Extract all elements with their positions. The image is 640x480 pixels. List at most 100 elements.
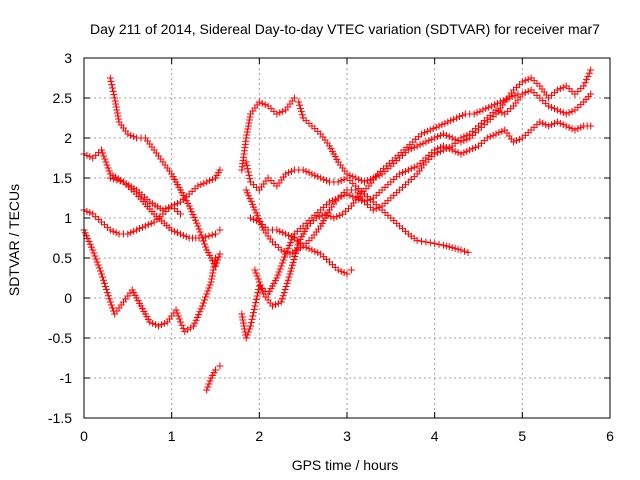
data-point-interp <box>336 211 344 219</box>
data-point-interp <box>292 247 300 255</box>
data-point <box>483 134 491 142</box>
y-tick-label: 1 <box>64 210 72 226</box>
data-point-interp <box>550 105 558 113</box>
data-point-interp <box>498 127 506 135</box>
data-point <box>98 146 106 154</box>
data-point-interp <box>287 167 295 175</box>
data-point-interp <box>278 295 286 303</box>
data-point-interp <box>258 99 266 107</box>
data-point-interp <box>473 109 481 117</box>
data-point-interp <box>114 112 122 120</box>
data-point <box>106 74 114 82</box>
data-point-interp <box>104 164 112 172</box>
data-point <box>457 134 465 142</box>
data-point-interp <box>192 316 200 324</box>
data-point-interp <box>333 213 341 221</box>
data-point-interp <box>253 212 261 220</box>
data-point <box>505 94 513 102</box>
data-point <box>194 182 202 190</box>
data-point <box>216 362 224 370</box>
data-point-interp <box>278 259 286 267</box>
data-point-interp <box>290 255 298 263</box>
data-point-interp <box>302 243 310 251</box>
data-point-interp <box>355 175 363 183</box>
data-point-interp <box>346 191 354 199</box>
data-point-interp <box>108 84 116 92</box>
x-tick-label: 2 <box>255 428 263 444</box>
data-point-interp <box>493 99 501 107</box>
data-point-interp <box>149 319 157 327</box>
data-point-interp <box>157 321 165 329</box>
data-point-interp <box>287 267 295 275</box>
data-point-interp <box>96 267 104 275</box>
series-track-11 <box>247 214 355 278</box>
data-point-interp <box>276 227 284 235</box>
data-point-interp <box>324 211 332 219</box>
data-point <box>453 114 461 122</box>
data-point <box>334 178 342 186</box>
chart-title: Day 211 of 2014, Sidereal Day-to-day VTE… <box>90 21 600 37</box>
data-point-interp <box>285 169 293 177</box>
data-point-interp <box>201 296 209 304</box>
data-point-interp <box>244 122 252 130</box>
data-point-interp <box>256 281 264 289</box>
data-point-interp <box>302 167 310 175</box>
data-point <box>418 130 426 138</box>
data-point-interp <box>460 149 468 157</box>
data-point-interp <box>248 200 256 208</box>
data-point-interp <box>110 175 118 183</box>
data-point <box>172 306 180 314</box>
data-point-interp <box>456 113 464 121</box>
data-point-interp <box>285 241 293 249</box>
data-point-interp <box>195 311 203 319</box>
data-point-interp <box>574 125 582 133</box>
x-tick-label: 5 <box>518 428 526 444</box>
data-point-interp <box>442 242 450 250</box>
data-point-interp <box>284 276 292 284</box>
data-point-interp <box>195 225 203 233</box>
data-point-interp <box>512 137 520 145</box>
data-point-interp <box>239 319 247 327</box>
data-point <box>185 202 193 210</box>
data-point-interp <box>254 275 262 283</box>
series-track-7 <box>238 66 595 186</box>
data-point <box>247 322 255 330</box>
data-point <box>347 266 355 274</box>
data-point-interp <box>244 328 252 336</box>
data-point-interp <box>340 269 348 277</box>
data-point-interp <box>311 247 319 255</box>
x-tick-label: 3 <box>343 428 351 444</box>
data-point-interp <box>86 240 94 248</box>
data-point-interp <box>199 237 207 245</box>
y-tick-label: 0.5 <box>53 250 73 266</box>
data-point <box>282 170 290 178</box>
data-point-interp <box>445 133 453 141</box>
data-point-interp <box>556 119 564 127</box>
data-point <box>212 366 219 374</box>
data-point-interp <box>206 177 214 185</box>
data-point-interp <box>423 127 431 135</box>
series-track-2 <box>80 166 224 238</box>
y-tick-label: -1 <box>60 370 73 386</box>
series-track-8 <box>238 118 595 342</box>
data-point-interp <box>521 89 529 97</box>
data-point-interp <box>559 83 567 91</box>
data-point-interp <box>419 139 427 147</box>
data-point <box>247 214 255 222</box>
data-point-interp <box>116 177 124 185</box>
data-point <box>212 230 219 238</box>
data-point-interp <box>288 261 296 269</box>
data-point <box>545 122 553 130</box>
data-point-interp <box>239 316 247 324</box>
data-point <box>124 230 132 238</box>
data-point-interp <box>375 203 383 211</box>
data-point <box>242 158 250 166</box>
data-point-interp <box>454 149 462 157</box>
data-point <box>190 322 198 330</box>
series-track-10 <box>242 86 595 258</box>
data-point <box>212 262 219 270</box>
data-point-interp <box>460 247 468 255</box>
data-point-interp <box>320 175 328 183</box>
data-point-interp <box>243 161 251 169</box>
